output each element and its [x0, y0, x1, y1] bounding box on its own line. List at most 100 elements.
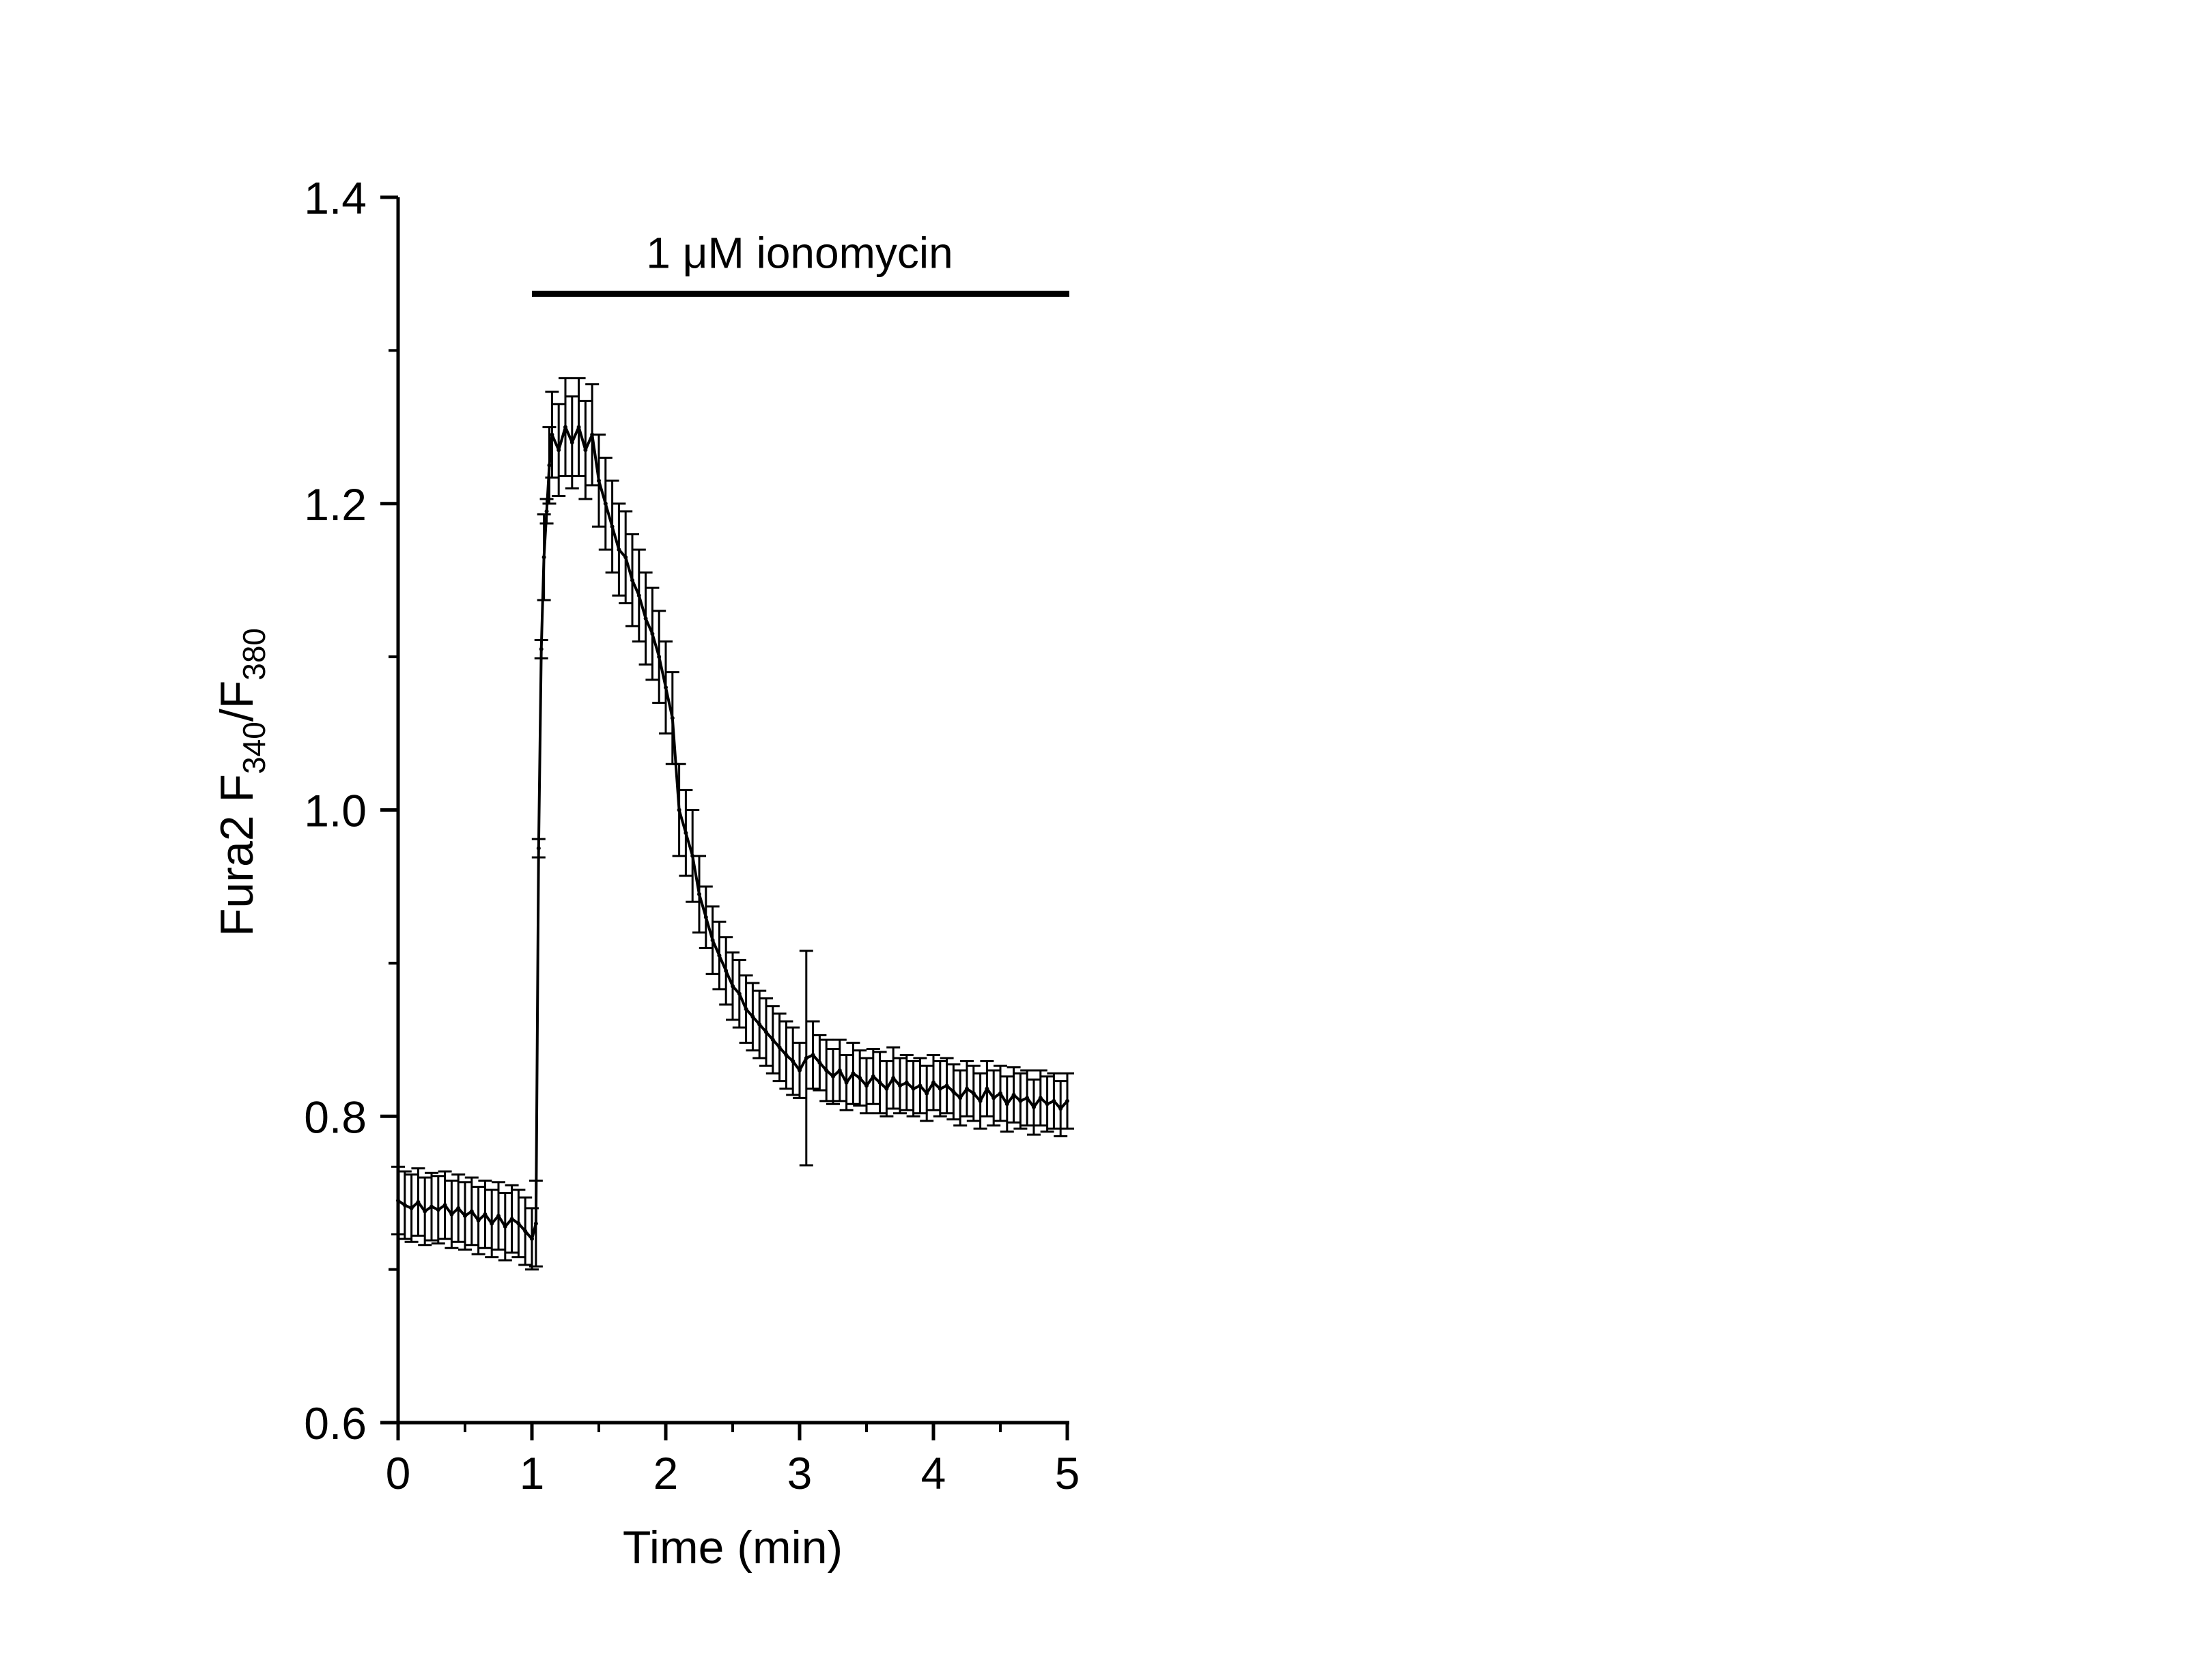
data-point [844, 1080, 849, 1085]
error-bar [759, 997, 773, 1067]
y-tick-label: 1.2 [304, 479, 367, 530]
data-point [770, 1038, 775, 1042]
data-point [483, 1212, 488, 1216]
data-point [918, 1083, 923, 1088]
data-point [550, 432, 554, 437]
error-bar [537, 513, 551, 601]
annotation-layer: 1 μM ionomycin [532, 228, 1069, 297]
data-point [764, 1029, 768, 1034]
data-point [533, 1221, 538, 1226]
data-point [798, 1068, 802, 1072]
error-bar [987, 1069, 1001, 1127]
data-point [630, 578, 634, 582]
error-bar [793, 1042, 806, 1099]
error-bar [598, 456, 613, 551]
data-point [603, 501, 608, 506]
y-tick-label: 0.6 [304, 1398, 367, 1449]
error-bar [498, 1191, 512, 1262]
data-point [777, 1045, 782, 1050]
error-bar [966, 1064, 981, 1122]
data-point [1032, 1105, 1036, 1109]
error-bar [592, 433, 606, 528]
data-point [965, 1086, 969, 1091]
error-bar [451, 1173, 466, 1243]
data-point [610, 524, 615, 529]
data-point [891, 1076, 896, 1081]
data-point [469, 1209, 474, 1214]
error-bar [839, 1054, 854, 1111]
error-bar [431, 1175, 445, 1244]
y-axis-title-sub-380: 380 [236, 628, 272, 681]
error-bar [739, 974, 753, 1044]
error-bar [1013, 1072, 1028, 1130]
error-bar [893, 1057, 907, 1115]
data-point [650, 631, 655, 636]
y-tick-label: 1.0 [304, 786, 367, 836]
data-point [824, 1068, 829, 1072]
data-point [931, 1080, 935, 1085]
data-point [509, 1216, 514, 1221]
data-point [1004, 1102, 1009, 1107]
error-bar [605, 479, 619, 574]
error-bar [899, 1054, 914, 1111]
error-bar [404, 1173, 419, 1243]
data-point [1025, 1096, 1030, 1100]
data-point [904, 1080, 909, 1085]
error-bar [712, 920, 727, 991]
error-bar [826, 1048, 840, 1105]
error-bar [471, 1185, 485, 1255]
error-bar [772, 1012, 787, 1083]
data-point [717, 953, 722, 958]
error-bar [879, 1059, 894, 1117]
error-bar [960, 1059, 974, 1117]
error-bar [752, 989, 767, 1059]
data-point [547, 463, 552, 468]
data-point [456, 1206, 461, 1210]
data-point [664, 685, 668, 689]
data-point [557, 448, 561, 453]
error-bar [411, 1167, 425, 1237]
data-point [530, 1236, 534, 1241]
series-layer [391, 377, 1074, 1271]
data-point [1052, 1098, 1056, 1103]
error-bar [458, 1181, 472, 1251]
error-bar [534, 638, 548, 659]
data-point [750, 1014, 755, 1019]
error-bar [813, 1034, 827, 1092]
data-point [1038, 1096, 1043, 1100]
data-point [623, 555, 628, 560]
error-bar [625, 533, 639, 627]
data-point [724, 969, 729, 973]
data-point [539, 646, 544, 651]
data-point [831, 1074, 835, 1079]
x-tick-label: 5 [1055, 1448, 1080, 1498]
error-bar [786, 1026, 800, 1096]
data-point [811, 1053, 815, 1057]
data-point [516, 1221, 521, 1226]
data-point [703, 915, 708, 920]
error-bar [665, 671, 679, 765]
error-bar [445, 1179, 459, 1249]
error-bar [559, 377, 572, 477]
axes-layer: 0 1 2 3 4 5 0.6 0.8 1.0 1.2 1.4 [304, 173, 1080, 1498]
data-point [1011, 1092, 1016, 1097]
error-bar [485, 1188, 499, 1259]
data-point [877, 1080, 882, 1085]
data-point [416, 1199, 421, 1204]
data-point [985, 1086, 989, 1091]
data-point [998, 1091, 1002, 1096]
data-point [636, 593, 641, 598]
data-point [503, 1224, 507, 1229]
x-axis-title: Time (min) [623, 1522, 843, 1574]
y-tick-label: 1.4 [304, 173, 367, 223]
data-point [784, 1053, 789, 1057]
data-point [817, 1060, 822, 1065]
error-bar [799, 950, 813, 1167]
data-point [402, 1203, 407, 1208]
data-point [563, 425, 567, 429]
data-point [871, 1074, 875, 1079]
error-bar [779, 1020, 793, 1090]
error-bar [927, 1054, 940, 1111]
data-point [971, 1091, 976, 1096]
data-point [490, 1221, 494, 1226]
